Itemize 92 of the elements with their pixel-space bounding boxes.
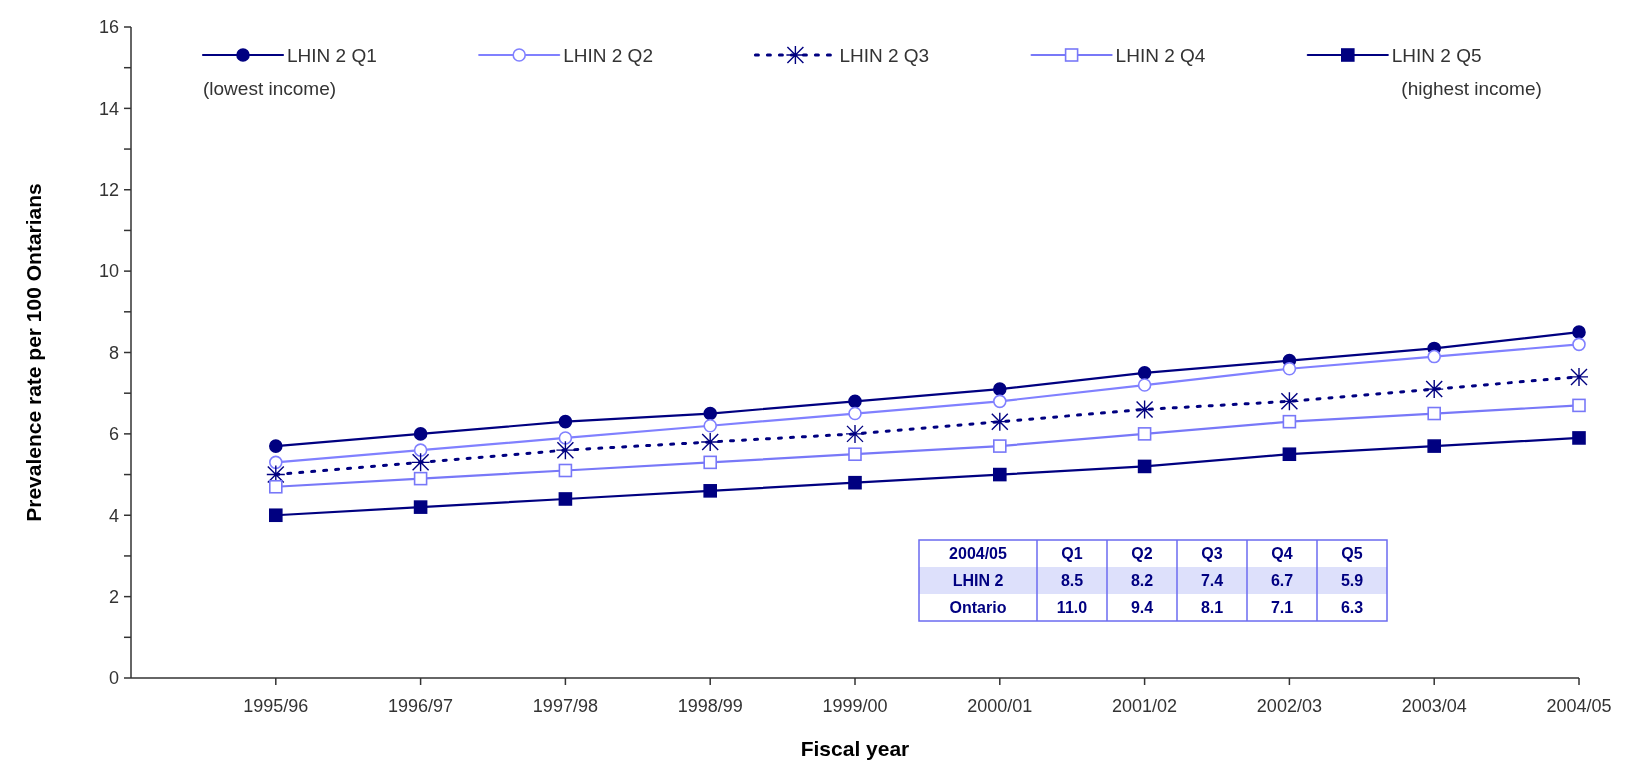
point: [703, 455, 717, 470]
annotation: 9.4: [1130, 599, 1154, 617]
point: [1282, 447, 1297, 462]
point: [269, 479, 283, 494]
point: [413, 427, 428, 441]
legend-label: LHIN 2 Q3: [839, 45, 930, 66]
annotation: Q5: [1341, 545, 1363, 563]
annotation: 7.4: [1200, 572, 1224, 590]
annotation: 6.7: [1270, 572, 1294, 590]
point: [1427, 349, 1441, 364]
point: [1279, 391, 1300, 412]
annotation: 11.0: [1056, 599, 1088, 617]
y-tick-label: 6: [108, 424, 119, 445]
point: [1137, 427, 1152, 441]
point: [555, 440, 576, 460]
point: [703, 406, 717, 421]
point: [1569, 367, 1589, 387]
annotation: Q3: [1201, 545, 1223, 563]
point: [413, 471, 428, 486]
point: [848, 406, 862, 421]
point: [266, 464, 286, 485]
point: [1424, 379, 1444, 399]
point: [848, 394, 862, 409]
point: [703, 418, 717, 433]
y-tick-label: 16: [98, 17, 119, 38]
point: [1134, 399, 1155, 420]
annotation: 6.3: [1340, 599, 1364, 617]
annotation: 5.9: [1340, 572, 1364, 590]
y-tick-label: 10: [98, 261, 119, 282]
point: [1572, 398, 1586, 413]
point: [845, 424, 865, 444]
x-tick-label: 2003/04: [1401, 696, 1467, 716]
point: [1282, 414, 1297, 429]
annotation: LHIN 2: [952, 572, 1004, 590]
point: [993, 382, 1007, 396]
point: [413, 500, 428, 514]
point: [703, 484, 717, 498]
y-tick-label: 2: [108, 586, 119, 607]
point: [410, 452, 431, 473]
point: [413, 443, 428, 457]
x-tick-label: 1997/98: [532, 696, 598, 716]
point: [993, 439, 1007, 453]
x-axis-title: Fiscal year: [800, 737, 910, 760]
point: [700, 432, 720, 452]
legend-label: LHIN 2 Q2: [563, 45, 653, 66]
annotation: 8.1: [1200, 599, 1224, 617]
x-tick-label: 2001/02: [1112, 696, 1178, 716]
y-axis-title: Prevalence rate per 100 Ontarians: [22, 183, 45, 522]
point: [1572, 337, 1586, 352]
point: [269, 508, 283, 523]
point: [558, 431, 573, 445]
x-tick-label: 1998/99: [677, 696, 743, 716]
y-tick-label: 12: [98, 180, 119, 201]
point: [1572, 325, 1586, 339]
x-tick-label: 2002/03: [1256, 696, 1322, 716]
legend-label: LHIN 2 Q4: [1115, 45, 1206, 66]
point: [993, 467, 1007, 482]
x-tick-label: 1999/00: [822, 696, 888, 716]
y-tick-label: 8: [108, 342, 119, 363]
annotation: 8.2: [1130, 572, 1154, 590]
x-tick-label: 2004/05: [1546, 696, 1612, 716]
point: [848, 475, 862, 490]
point: [993, 394, 1007, 409]
legend-label: LHIN 2 Q5 (highest income): [1391, 45, 1542, 99]
annotation: 8.5: [1060, 572, 1084, 590]
annotation: 7.1: [1270, 599, 1294, 617]
x-tick-label: 1996/97: [388, 696, 454, 716]
point: [558, 492, 573, 506]
x-tick-label: 2000/01: [967, 696, 1033, 716]
point: [848, 447, 862, 462]
point: [1427, 439, 1441, 453]
point: [1572, 431, 1586, 445]
point: [1427, 406, 1441, 421]
point: [269, 455, 283, 470]
point: [558, 414, 573, 429]
annotation: Q1: [1061, 545, 1083, 563]
point: [1137, 366, 1152, 380]
point: [1137, 459, 1152, 474]
annotation: Q4: [1271, 545, 1293, 563]
point: [269, 439, 283, 453]
y-tick-label: 0: [108, 668, 119, 689]
annotation: Ontario: [949, 599, 1007, 617]
point: [558, 463, 573, 478]
point: [990, 411, 1010, 432]
y-tick-label: 14: [98, 98, 119, 119]
legend-label: LHIN 2 Q1 (lowest income): [203, 45, 377, 99]
point: [1137, 378, 1152, 392]
annotation: Q2: [1131, 545, 1153, 563]
annotation: 2004/05: [949, 545, 1008, 563]
y-tick-label: 4: [108, 505, 119, 526]
point: [1282, 361, 1297, 376]
x-tick-label: 1995/96: [243, 696, 309, 716]
